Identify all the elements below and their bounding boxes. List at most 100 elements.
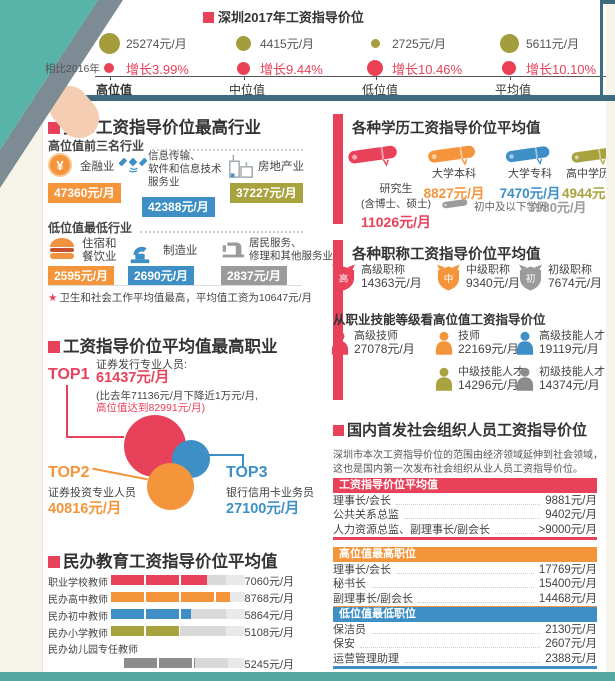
table-row: 理事长/会长 17769元/月: [333, 563, 597, 576]
bar-value: 5864元/月: [244, 610, 294, 622]
burger-icon: [48, 237, 76, 261]
top1-value: 61437元/月: [96, 370, 170, 386]
stat-growth: 增长3.99%: [126, 61, 189, 77]
header-right-border: [600, 0, 603, 101]
dotted-leader: [371, 632, 541, 634]
yen-coin-icon: ¥: [48, 153, 72, 177]
stat-growth: 增长10.46%: [392, 61, 463, 77]
table-row: 保洁员 2130元/月: [333, 623, 597, 636]
top3-rank: TOP3: [226, 464, 268, 481]
bar-fill: [124, 658, 195, 668]
star-icon: ★: [48, 292, 58, 304]
industry-section-title: 全市工资指导价位最高行业: [48, 114, 261, 138]
axis-label-average: 平均值: [495, 83, 532, 97]
table-row: 理事长/会长 9881元/月: [333, 494, 597, 507]
dotted-rule: [140, 231, 303, 233]
bar-label: 民办高中教师: [48, 595, 108, 606]
olive-dot-icon: [370, 38, 380, 48]
industry-name: 住宿和 餐饮业: [82, 238, 117, 263]
dotted-leader: [495, 532, 534, 534]
skill-item: 技师 22169元/月: [435, 330, 519, 357]
section-divider: [48, 285, 302, 286]
top2-name: 证券投资专业人员: [48, 487, 136, 499]
high-value-table: 高位值最高职位 理事长/会长 17769元/月 秘书长 15400元/月 副理事长/…: [333, 547, 597, 609]
bar-label: 民办初中教师: [48, 612, 108, 623]
title-rank-senior: 高 高级职称 14363元/月: [331, 264, 422, 292]
diploma-scroll-icon: [424, 140, 480, 171]
bar-row: 5245元/月: [48, 655, 300, 671]
dotted-leader: [396, 572, 534, 574]
axis-label-median: 中位值: [229, 83, 266, 97]
table-row: 秘书长 15400元/月: [333, 578, 597, 590]
top3-value: 27100元/月: [226, 501, 300, 517]
olive-dot-icon: [499, 33, 519, 53]
bar-row: 职业学校教师 7060元/月: [48, 572, 300, 589]
level-item-middleschool-label: 初中及以下学历: [474, 201, 548, 213]
top1-note-line1: (比去年71136元/月下降近1万元/月,: [96, 390, 259, 402]
stat-value: 2725元/月: [392, 36, 447, 51]
skill-item: 初级技能人才 14374元/月: [516, 366, 605, 393]
olive-dot-icon: [235, 35, 251, 51]
bar-row: 民办初中教师 5864元/月: [48, 606, 300, 623]
dotted-leader: [404, 518, 541, 519]
top3-name: 银行信用卡业务员: [226, 487, 314, 499]
industry-name: 制造业: [163, 245, 198, 257]
sewing-machine-icon: [219, 237, 247, 261]
industry-value-badge: 47360元/月: [48, 183, 121, 203]
social-org-paragraph-line2: 这也是国内第一次发布社会组织从业人员工资指导价位。: [333, 464, 583, 475]
top1-note-line2: 高位值达到82991元/月): [96, 402, 206, 414]
bar-fill: [111, 575, 207, 585]
avg-value-table: 工资指导价位平均值 理事长/会长 9881元/月 公共关系总监 9402元/月 人力…: [333, 478, 597, 540]
diploma-scroll-icon: [502, 141, 554, 170]
bar-label: 职业学校教师: [48, 578, 108, 589]
bar-value: 5245元/月: [244, 659, 294, 671]
bar-value: 8768元/月: [244, 593, 294, 605]
page-title: 深圳2017年工资指导价位: [203, 7, 364, 26]
axis-tick: [244, 76, 245, 80]
skills-subtitle: 从职业技能等级看高位值工资指导价位: [333, 313, 546, 327]
bar-label: 民办幼儿园专任教师: [48, 645, 138, 656]
industry-name: 信息传输、 软件和信息技术 服务业: [148, 150, 222, 188]
header-divider-bar: [40, 95, 615, 101]
axis-tick: [510, 76, 511, 80]
occupation-section-title: 工资指导价位平均值最高职业: [48, 333, 278, 357]
stat-value: 5611元/月: [526, 36, 580, 51]
red-square-icon: [48, 341, 60, 353]
section-accent-bar: [333, 114, 343, 224]
industry-note: ★ 卫生和社会工作平均值最高，平均值工资为10647元/月: [48, 292, 313, 304]
professional-titles-title: 各种职称工资指导价位平均值: [352, 247, 541, 263]
title-rank-middle: 中 中级职称 9340元/月: [436, 264, 520, 292]
right-margin-strip: [606, 0, 615, 681]
bar-fill: [111, 626, 180, 636]
compare-label: 相比2016年: [45, 63, 100, 75]
table-row: 人力资源总监、副理事长/副会长 >9000元/月: [333, 523, 597, 536]
stat-growth: 增长9.44%: [260, 61, 323, 77]
bar-label: 民办小学教师: [48, 629, 108, 640]
stat-average-value: 5611元/月 增长10.10%: [492, 32, 615, 78]
person-icon: [331, 330, 349, 357]
red-dot-icon: [104, 63, 114, 73]
diploma-scroll-icon: [344, 140, 402, 172]
satellite-icon: [118, 147, 148, 177]
svg-text:中: 中: [444, 273, 454, 285]
stat-low-value: 2725元/月 增长10.46%: [358, 32, 493, 78]
skill-item: 高级技能人才 19119元/月: [516, 330, 605, 357]
top1-connector-line: [66, 385, 124, 438]
bar-row: 民办小学教师 5108元/月: [48, 623, 300, 640]
header-top-border: [600, 0, 615, 4]
stat-growth: 增长10.10%: [526, 61, 597, 77]
high-industries-label: 高位值前三名行业: [48, 137, 303, 154]
industry-value-badge: 2690元/月: [128, 266, 195, 286]
footer-bar: [0, 672, 615, 681]
top2-value: 40816元/月: [48, 501, 122, 517]
table-row: 公共关系总监 9402元/月: [333, 509, 597, 521]
diploma-scroll-icon: [568, 143, 615, 170]
industry-name: 居民服务、 修理和其他服务业: [249, 237, 333, 262]
industry-value-badge: 2837元/月: [221, 266, 288, 286]
stat-value: 25274元/月: [126, 36, 187, 51]
dotted-rule: [152, 149, 303, 151]
skill-item: 中级技能人才 14296元/月: [435, 366, 524, 393]
olive-dot-icon: [98, 32, 120, 54]
person-icon: [516, 366, 534, 393]
